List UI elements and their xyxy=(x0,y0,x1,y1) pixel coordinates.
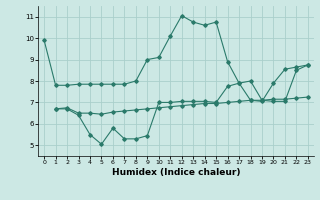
X-axis label: Humidex (Indice chaleur): Humidex (Indice chaleur) xyxy=(112,168,240,177)
